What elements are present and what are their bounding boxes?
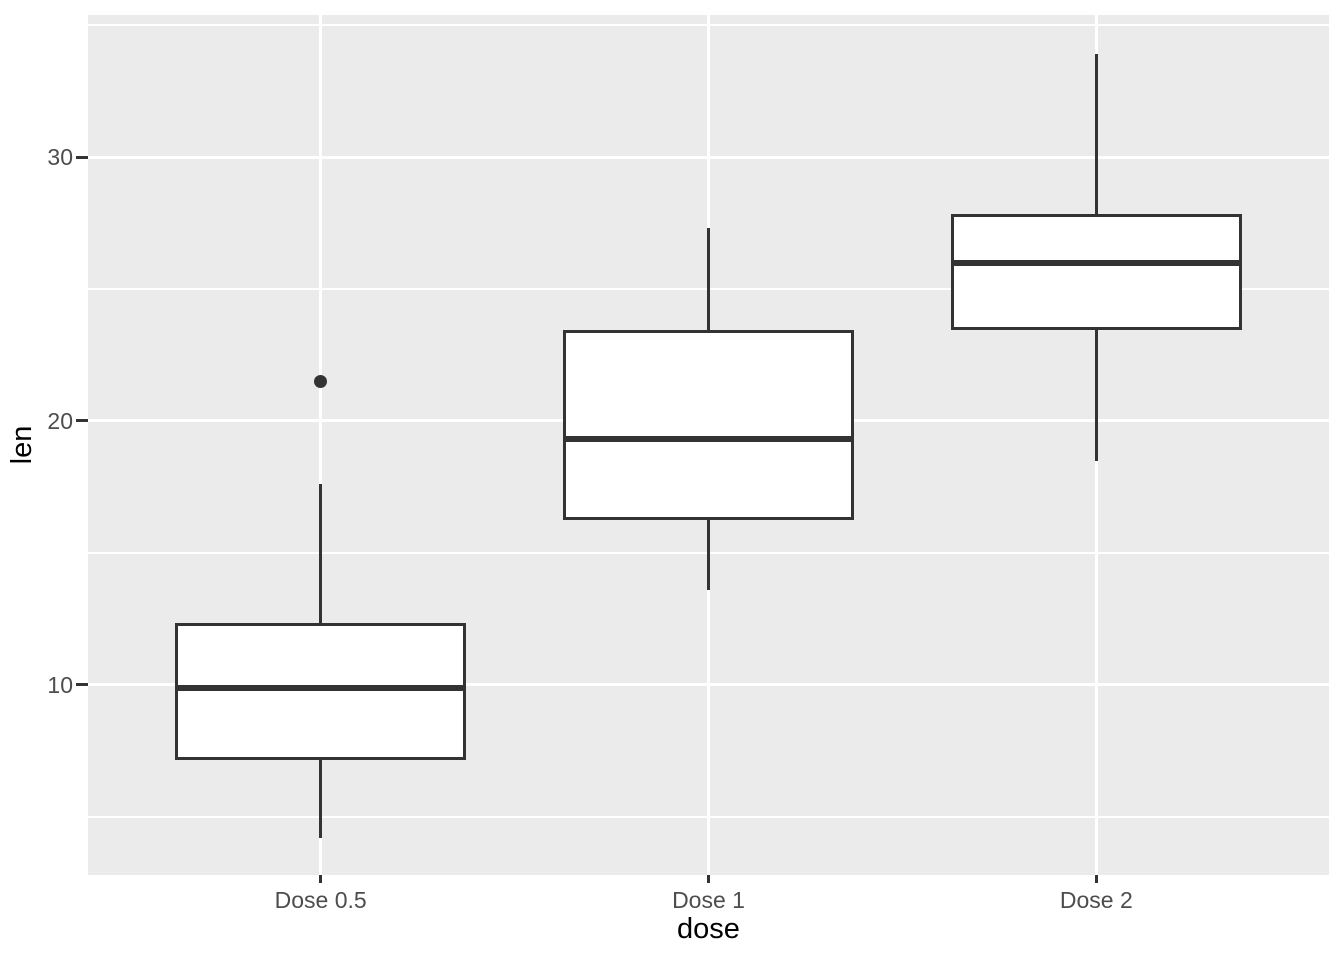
y-tick-label: 20 xyxy=(47,407,73,434)
x-axis-title: dose xyxy=(677,913,740,945)
x-tick-label: Dose 1 xyxy=(672,887,745,913)
gridline-major-x xyxy=(319,15,323,875)
x-tick-mark xyxy=(1094,875,1098,883)
boxplot-median xyxy=(563,436,854,443)
y-tick-mark xyxy=(76,683,88,687)
plot-panel xyxy=(88,15,1329,875)
boxplot-median xyxy=(950,259,1242,266)
boxplot-outlier-point xyxy=(314,374,328,388)
boxplot-box xyxy=(950,213,1242,331)
boxplot-median xyxy=(175,684,467,691)
y-tick-mark xyxy=(76,419,88,423)
x-tick-label: Dose 0.5 xyxy=(274,887,367,913)
x-tick-label: Dose 2 xyxy=(1059,887,1133,913)
boxplot-box xyxy=(175,622,467,761)
y-axis-title: len xyxy=(6,425,38,465)
y-tick-label: 30 xyxy=(47,144,73,170)
x-tick-mark xyxy=(707,875,710,883)
boxplot-geoms-layer xyxy=(88,15,1329,875)
x-tick-mark xyxy=(319,875,323,883)
y-tick-label: 10 xyxy=(47,671,73,698)
boxplot-box xyxy=(563,329,854,521)
y-tick-mark xyxy=(76,155,88,159)
